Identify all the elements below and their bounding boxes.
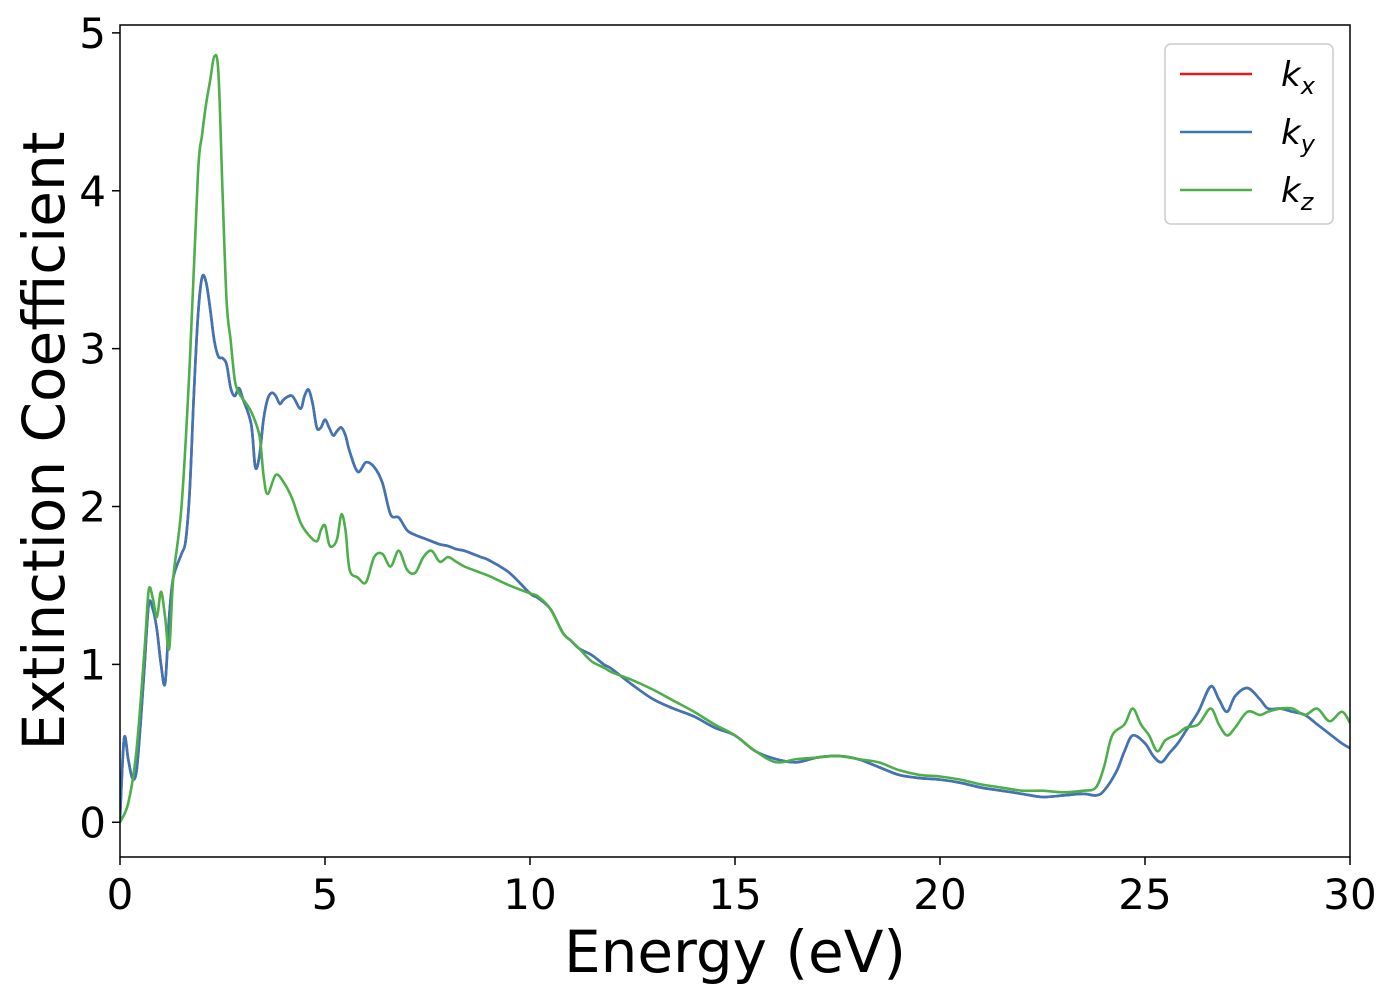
x-tick-label: 30 <box>1323 870 1376 919</box>
legend-label-subscript: y <box>1300 130 1316 158</box>
legend-box <box>1164 43 1334 225</box>
y-tick-label: 2 <box>79 483 106 532</box>
x-tick-label: 20 <box>913 870 966 919</box>
x-tick-label: 15 <box>708 870 761 919</box>
y-tick-label: 1 <box>79 640 106 689</box>
y-axis-label: Extinction Coefficient <box>10 132 78 751</box>
legend-label-main: k <box>1281 55 1302 95</box>
x-tick-label: 0 <box>107 870 134 919</box>
x-tick-label: 10 <box>503 870 556 919</box>
legend-label-kz: kz <box>1281 171 1315 216</box>
series-layer <box>120 53 1350 823</box>
x-axis-ticks: 0 5 10 15 20 25 30 <box>107 857 1377 919</box>
legend-label-kx: kx <box>1281 55 1316 100</box>
series-line-kx <box>120 273 1350 820</box>
legend-label-subscript: x <box>1300 72 1316 100</box>
series-line-kz <box>120 53 1350 823</box>
y-tick-label: 4 <box>79 167 106 216</box>
legend-label-ky: ky <box>1281 113 1316 158</box>
y-tick-label: 5 <box>79 9 106 58</box>
legend-label-main: k <box>1281 171 1302 211</box>
legend-label-subscript: z <box>1300 188 1315 216</box>
y-tick-label: 3 <box>79 325 106 374</box>
x-tick-label: 25 <box>1118 870 1171 919</box>
x-axis-label: Energy (eV) <box>564 918 906 986</box>
y-tick-label: 0 <box>79 798 106 847</box>
series-line-ky <box>120 273 1350 820</box>
legend-label-main: k <box>1281 113 1302 153</box>
y-axis-ticks: 0 1 2 3 4 5 <box>79 9 120 847</box>
x-tick-label: 5 <box>312 870 339 919</box>
